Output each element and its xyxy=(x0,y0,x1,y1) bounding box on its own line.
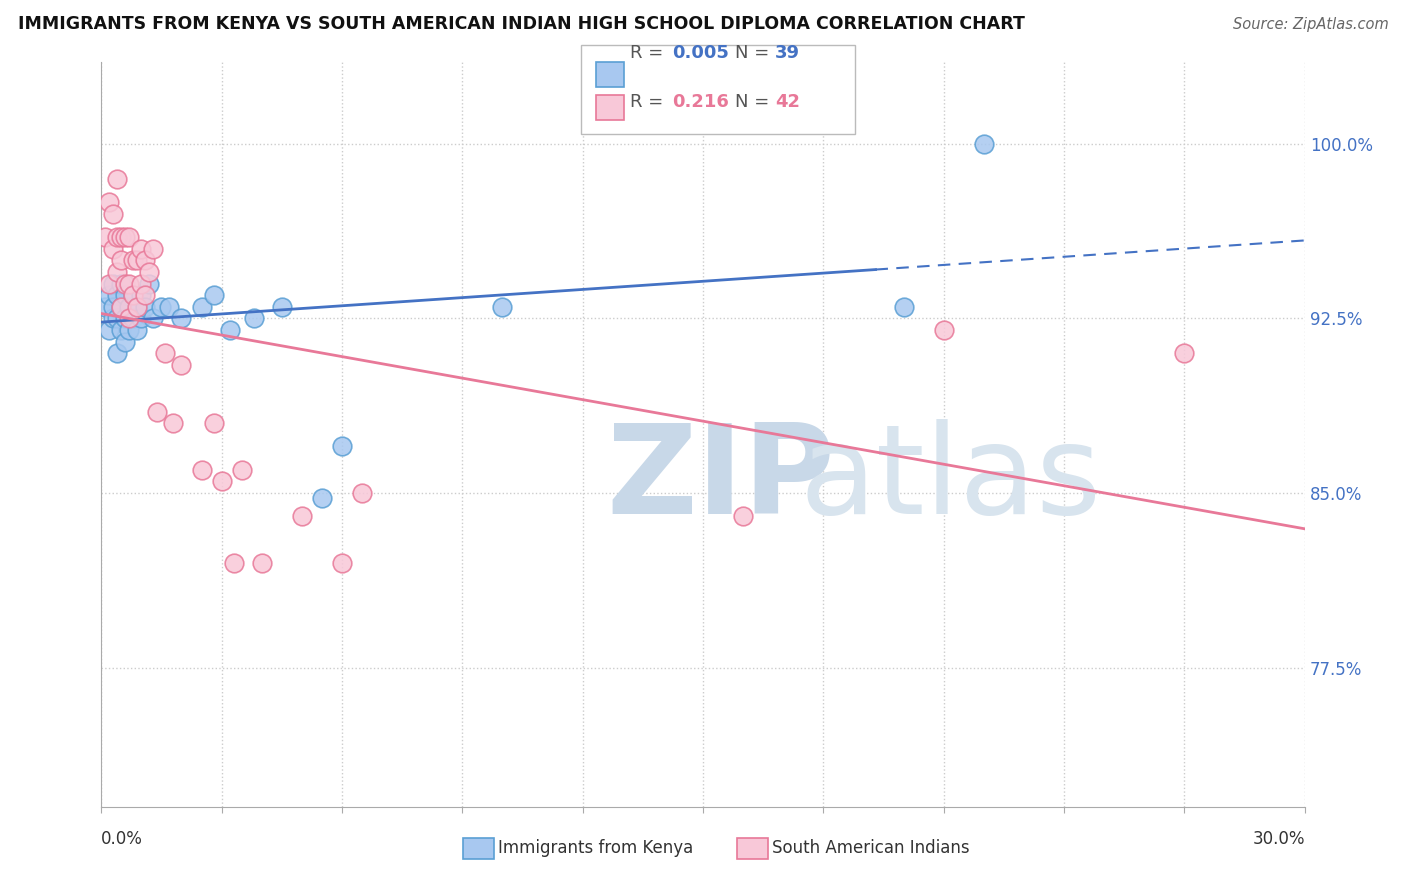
Point xyxy=(114,288,136,302)
Point xyxy=(146,404,169,418)
Point xyxy=(291,509,314,524)
Point xyxy=(118,230,141,244)
Point xyxy=(131,288,153,302)
Point xyxy=(105,311,128,326)
Point xyxy=(134,288,156,302)
Point xyxy=(159,300,181,314)
Point xyxy=(98,288,121,302)
Point xyxy=(114,277,136,291)
Point xyxy=(105,346,128,360)
Point xyxy=(134,253,156,268)
Point xyxy=(118,323,141,337)
Text: N =: N = xyxy=(735,93,769,111)
Point xyxy=(98,195,121,210)
Text: 0.005: 0.005 xyxy=(672,44,728,62)
Point xyxy=(330,556,353,570)
Text: Immigrants from Kenya: Immigrants from Kenya xyxy=(498,838,693,856)
Point xyxy=(242,311,264,326)
Point xyxy=(350,486,373,500)
Point xyxy=(202,416,225,430)
Point xyxy=(98,323,121,337)
Point xyxy=(131,242,153,256)
Text: 39: 39 xyxy=(775,44,800,62)
Text: Source: ZipAtlas.com: Source: ZipAtlas.com xyxy=(1233,17,1389,31)
Point xyxy=(932,323,955,337)
Point xyxy=(103,277,125,291)
Point xyxy=(122,288,145,302)
Point xyxy=(110,323,132,337)
Point xyxy=(103,300,125,314)
Point xyxy=(973,136,995,151)
Point xyxy=(211,475,233,489)
Point xyxy=(118,311,141,326)
Point xyxy=(170,358,193,372)
Point xyxy=(218,323,240,337)
Point xyxy=(138,277,160,291)
Point xyxy=(733,509,755,524)
Text: 0.0%: 0.0% xyxy=(101,830,143,847)
Point xyxy=(155,346,177,360)
Point xyxy=(118,277,141,291)
Point xyxy=(250,556,273,570)
Point xyxy=(1173,346,1195,360)
Point xyxy=(110,300,132,314)
Point xyxy=(142,311,165,326)
Point xyxy=(162,416,184,430)
Point xyxy=(114,230,136,244)
Point xyxy=(94,300,117,314)
Text: N =: N = xyxy=(735,44,769,62)
Text: ZIP: ZIP xyxy=(607,419,835,540)
Point xyxy=(105,230,128,244)
Point xyxy=(311,491,333,505)
Point xyxy=(190,463,212,477)
Text: R =: R = xyxy=(630,93,664,111)
Text: 42: 42 xyxy=(775,93,800,111)
Point xyxy=(150,300,173,314)
Point xyxy=(110,230,132,244)
Point xyxy=(893,300,915,314)
Point xyxy=(131,277,153,291)
Point xyxy=(222,556,245,570)
Point xyxy=(170,311,193,326)
Point xyxy=(330,440,353,454)
Text: South American Indians: South American Indians xyxy=(772,838,970,856)
Point xyxy=(105,288,128,302)
Point xyxy=(127,300,149,314)
Point xyxy=(122,253,145,268)
Point xyxy=(103,207,125,221)
Text: IMMIGRANTS FROM KENYA VS SOUTH AMERICAN INDIAN HIGH SCHOOL DIPLOMA CORRELATION C: IMMIGRANTS FROM KENYA VS SOUTH AMERICAN … xyxy=(18,14,1025,32)
Point xyxy=(127,253,149,268)
Point xyxy=(122,311,145,326)
Point xyxy=(122,288,145,302)
Text: 0.216: 0.216 xyxy=(672,93,728,111)
Text: atlas: atlas xyxy=(799,419,1101,540)
Point xyxy=(270,300,292,314)
Point xyxy=(127,300,149,314)
Point xyxy=(103,311,125,326)
Point xyxy=(105,265,128,279)
Point xyxy=(110,253,132,268)
Point xyxy=(98,277,121,291)
Point xyxy=(138,265,160,279)
Point xyxy=(491,300,513,314)
Point xyxy=(127,323,149,337)
Point xyxy=(190,300,212,314)
Point xyxy=(114,334,136,349)
Point xyxy=(131,311,153,326)
Text: 30.0%: 30.0% xyxy=(1253,830,1305,847)
Point xyxy=(105,171,128,186)
Point xyxy=(103,242,125,256)
Text: R =: R = xyxy=(630,44,664,62)
Point xyxy=(231,463,253,477)
Point xyxy=(202,288,225,302)
Point xyxy=(94,230,117,244)
Y-axis label: High School Diploma: High School Diploma xyxy=(0,349,8,521)
Point xyxy=(110,300,132,314)
Point xyxy=(134,300,156,314)
Point xyxy=(142,242,165,256)
Point xyxy=(118,300,141,314)
Point xyxy=(114,311,136,326)
Point xyxy=(110,277,132,291)
